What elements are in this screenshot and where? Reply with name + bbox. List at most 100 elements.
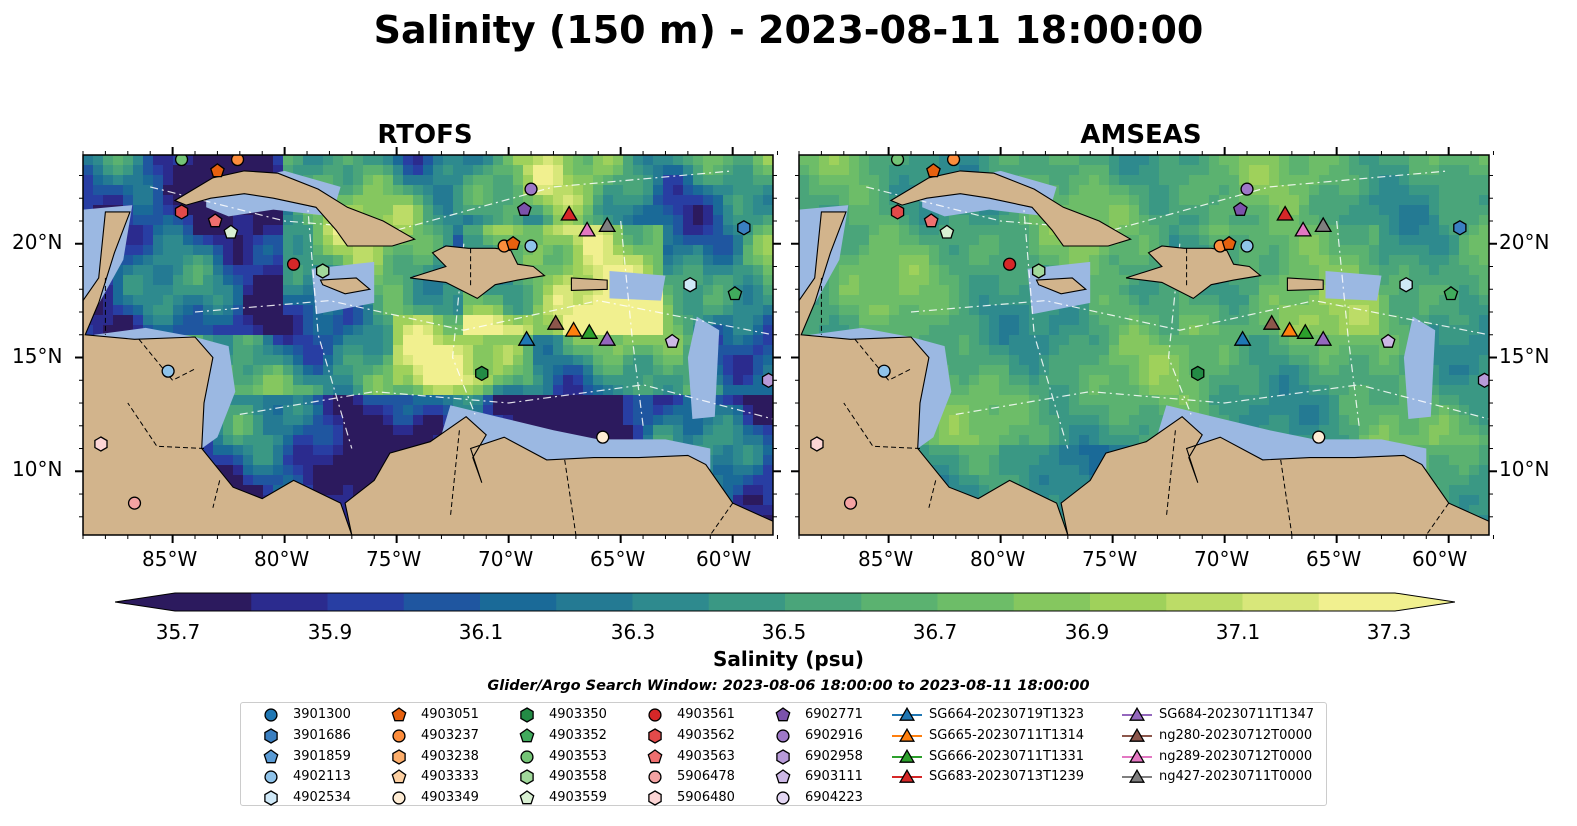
- argo-float-marker: [524, 182, 538, 196]
- legend-label: 4903562: [677, 727, 735, 743]
- argo-float-marker: [946, 155, 961, 167]
- rtofs-map: [83, 155, 773, 535]
- legend-marker: [1128, 706, 1146, 721]
- legend-marker: [1128, 748, 1146, 763]
- colorbar-tick: 36.3: [610, 620, 656, 644]
- legend-label: ng280-20230712T0000: [1159, 727, 1313, 743]
- argo-float-marker: [596, 430, 610, 444]
- legend-label: 5906478: [677, 769, 735, 785]
- legend-label: 4903553: [549, 748, 607, 764]
- legend-marker: [519, 790, 535, 805]
- legend-marker: [264, 708, 278, 722]
- argo-float-marker: [174, 155, 189, 167]
- legend-label: 4902534: [293, 790, 351, 806]
- argo-float-marker: [94, 436, 108, 452]
- colorbar-tick: 36.5: [761, 620, 807, 644]
- land-puerto-rico: [570, 277, 608, 291]
- legend-marker: [898, 769, 916, 784]
- legend-label: SG683-20230713T1239: [929, 769, 1085, 785]
- lon-tick-70w-right: 70°W: [1194, 547, 1250, 571]
- legend-marker: [648, 770, 662, 784]
- lon-tick-85w-right: 85°W: [858, 547, 914, 571]
- lat-tick-15n-right: 15°N: [1499, 344, 1550, 368]
- argo-float-marker: [1477, 372, 1489, 389]
- lon-tick-80w-left: 80°W: [254, 547, 310, 571]
- legend-marker: [391, 707, 407, 722]
- lat-tick-15n-left: 15°N: [12, 344, 63, 368]
- legend-label: 4902113: [293, 769, 351, 785]
- legend-marker: [392, 748, 406, 765]
- legend-marker: [1128, 769, 1146, 784]
- legend-label: 4903349: [421, 790, 479, 806]
- lon-tick-60w-right: 60°W: [1412, 547, 1468, 571]
- amseas-map: [799, 155, 1489, 535]
- argo-float-marker: [127, 496, 142, 510]
- legend-label: SG666-20230711T1331: [929, 748, 1085, 764]
- legend-label: 4903051: [421, 707, 479, 722]
- argo-float-marker: [161, 364, 175, 378]
- legend-marker: [264, 770, 278, 784]
- argo-float-marker: [1312, 430, 1326, 444]
- colorbar-tick: 35.9: [307, 620, 353, 644]
- legend-marker: [775, 769, 791, 784]
- legend-label: 6903111: [805, 769, 863, 785]
- argo-float-marker: [761, 372, 773, 389]
- legend-marker: [776, 791, 790, 805]
- legend-label: 4903350: [549, 707, 607, 722]
- legend-label: 3901686: [293, 727, 351, 743]
- legend-marker: [898, 748, 916, 763]
- lon-tick-60w-left: 60°W: [696, 547, 752, 571]
- legend-label: 4903563: [677, 748, 735, 764]
- lon-tick-80w-right: 80°W: [970, 547, 1026, 571]
- legend-label: SG665-20230711T1314: [929, 727, 1085, 743]
- argo-float-marker: [475, 365, 489, 382]
- lon-tick-85w-left: 85°W: [142, 547, 198, 571]
- legend-label: 4903352: [549, 727, 607, 743]
- argo-float-marker: [843, 496, 858, 510]
- colorbar: [115, 592, 1455, 612]
- legend-label: 4903558: [549, 769, 607, 785]
- argo-float-marker: [737, 220, 751, 236]
- panel-title-amseas: AMSEAS: [1080, 120, 1202, 150]
- legend-label: 6904223: [805, 790, 863, 806]
- legend-label: 6902771: [805, 707, 863, 722]
- legend-marker: [392, 729, 406, 743]
- legend-marker: [519, 727, 535, 743]
- colorbar-tick: 36.7: [912, 620, 958, 644]
- legend-label: 4903559: [549, 790, 607, 806]
- legend-label: SG684-20230711T1347: [1159, 707, 1315, 722]
- argo-float-marker: [286, 257, 301, 271]
- argo-float-marker: [877, 364, 891, 378]
- lon-tick-75w-right: 75°W: [1082, 547, 1138, 571]
- argo-float-marker: [1002, 257, 1017, 271]
- legend-label: 6902958: [805, 748, 863, 764]
- argo-float-marker: [1240, 239, 1254, 253]
- argo-float-marker: [1240, 182, 1254, 196]
- argo-float-marker: [1031, 263, 1046, 279]
- lat-tick-10n-right: 10°N: [1499, 457, 1550, 481]
- legend-marker: [775, 707, 791, 722]
- lon-tick-75w-left: 75°W: [366, 547, 422, 571]
- lat-tick-20n-left: 20°N: [12, 230, 63, 254]
- legend: 3901300 3901686 3901859 4902113 4902534 49030…: [240, 702, 1327, 806]
- lat-tick-10n-left: 10°N: [12, 457, 63, 481]
- legend-marker: [1128, 727, 1146, 742]
- legend-label: ng427-20230711T0000: [1159, 769, 1313, 785]
- colorbar-tick: 37.3: [1366, 620, 1412, 644]
- legend-marker: [648, 790, 662, 806]
- legend-label: 4903333: [421, 769, 479, 785]
- panel-title-rtofs: RTOFS: [377, 120, 473, 150]
- colorbar-tick: 36.9: [1064, 620, 1110, 644]
- legend-marker: [776, 748, 790, 765]
- legend-marker: [392, 791, 406, 805]
- argo-float-marker: [1453, 220, 1467, 236]
- legend-label: ng289-20230712T0000: [1159, 748, 1313, 764]
- land-puerto-rico: [1286, 277, 1324, 291]
- legend-marker: [898, 727, 916, 742]
- legend-marker: [648, 728, 662, 744]
- colorbar-tick: 35.7: [155, 620, 201, 644]
- argo-float-marker: [315, 263, 330, 279]
- legend-marker: [264, 790, 278, 806]
- argo-float-marker: [524, 239, 538, 253]
- legend-marker: [520, 707, 534, 723]
